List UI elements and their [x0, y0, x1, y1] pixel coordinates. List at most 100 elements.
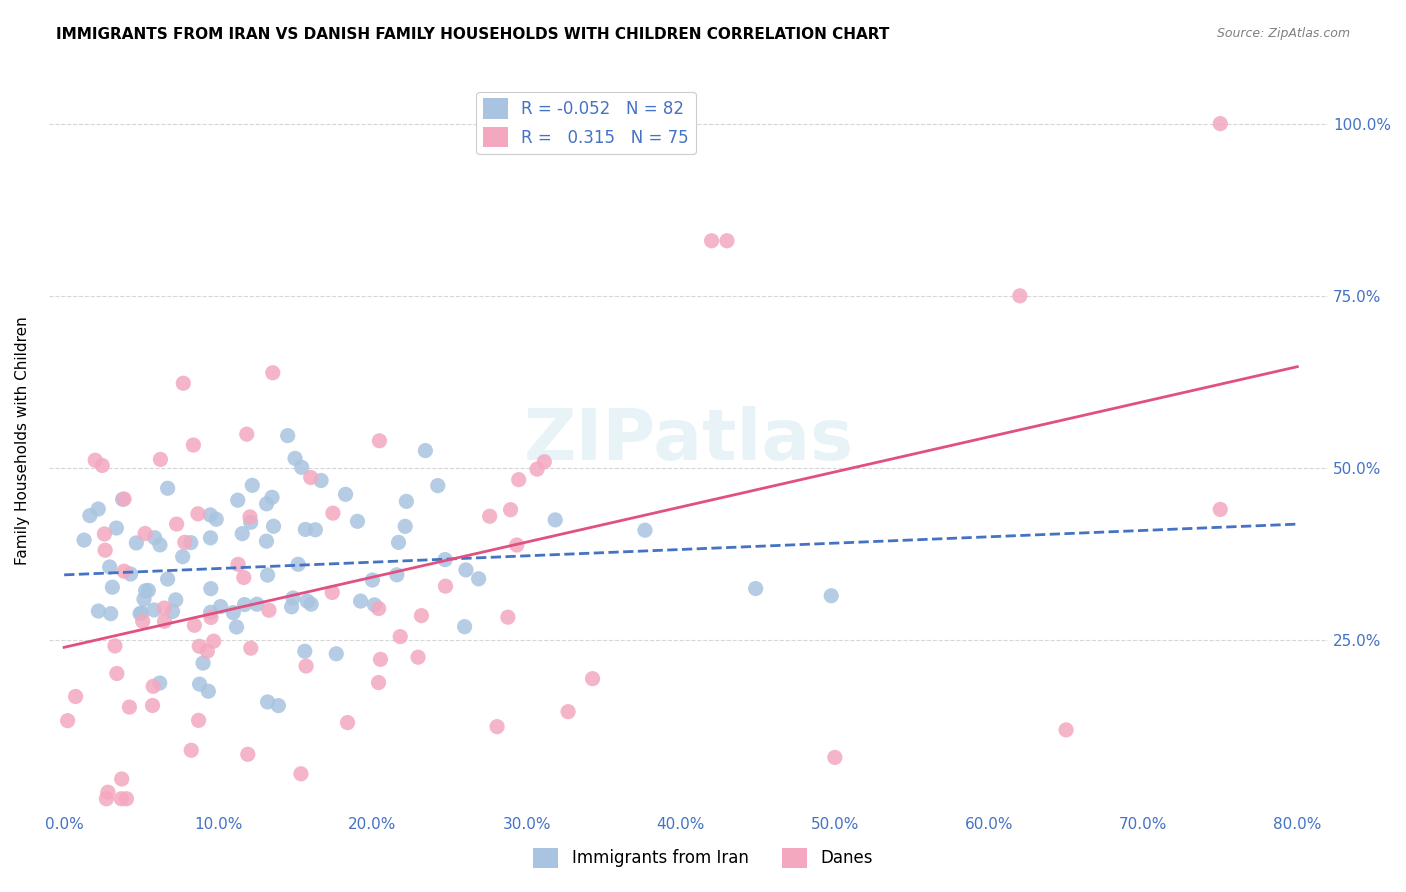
Point: [105, 521, 128, 535]
Point: [56, 714, 79, 728]
Point: [200, 531, 222, 545]
Point: [188, 677, 211, 691]
Point: [131, 606, 153, 620]
Point: [1054, 723, 1077, 737]
Point: [153, 601, 176, 615]
Point: [346, 514, 368, 528]
Point: [104, 639, 127, 653]
Point: [197, 684, 219, 698]
Point: [1209, 502, 1232, 516]
Point: [260, 490, 283, 504]
Point: [149, 538, 172, 552]
Point: [256, 497, 278, 511]
Point: [200, 610, 222, 624]
Point: [120, 567, 142, 582]
Point: [297, 594, 319, 608]
Point: [153, 615, 176, 629]
Point: [87, 604, 110, 618]
Point: [294, 523, 316, 537]
Point: [166, 517, 188, 532]
Point: [453, 620, 475, 634]
Point: [200, 508, 222, 522]
Point: [389, 630, 412, 644]
Point: [112, 564, 135, 578]
Point: [321, 585, 343, 599]
Point: [183, 618, 205, 632]
Point: [156, 481, 179, 495]
Point: [156, 572, 179, 586]
Point: [142, 698, 165, 713]
Point: [434, 579, 457, 593]
Point: [370, 652, 392, 666]
Point: [191, 656, 214, 670]
Point: [236, 747, 259, 762]
Point: [368, 434, 391, 448]
Point: [415, 443, 437, 458]
Point: [387, 535, 409, 549]
Point: [239, 509, 262, 524]
Point: [98, 560, 121, 574]
Point: [394, 519, 416, 533]
Point: [299, 597, 322, 611]
Point: [129, 607, 152, 621]
Point: [426, 478, 449, 492]
Point: [105, 666, 128, 681]
Point: [79, 508, 101, 523]
Point: [134, 526, 156, 541]
Point: [284, 451, 307, 466]
Point: [478, 509, 501, 524]
Point: [195, 644, 218, 658]
Point: [304, 523, 326, 537]
Point: [235, 427, 257, 442]
Point: [581, 672, 603, 686]
Point: [290, 766, 312, 780]
Point: [1209, 117, 1232, 131]
Point: [700, 234, 723, 248]
Point: [325, 647, 347, 661]
Point: [395, 494, 418, 508]
Point: [115, 791, 138, 805]
Point: [100, 607, 122, 621]
Point: [73, 533, 96, 547]
Point: [232, 570, 254, 584]
Point: [820, 589, 842, 603]
Point: [496, 610, 519, 624]
Point: [173, 535, 195, 549]
Point: [94, 543, 117, 558]
Point: [239, 516, 262, 530]
Point: [406, 650, 429, 665]
Point: [506, 538, 529, 552]
Point: [187, 507, 209, 521]
Point: [299, 470, 322, 484]
Point: [200, 582, 222, 596]
Point: [87, 502, 110, 516]
Point: [112, 491, 135, 506]
Point: [142, 679, 165, 693]
Point: [65, 690, 87, 704]
Point: [295, 659, 318, 673]
Point: [385, 567, 408, 582]
Point: [209, 599, 232, 614]
Point: [335, 487, 357, 501]
Point: [135, 583, 157, 598]
Point: [454, 563, 477, 577]
Point: [118, 700, 141, 714]
Text: ZIPatlas: ZIPatlas: [523, 406, 853, 475]
Point: [246, 597, 269, 611]
Point: [149, 676, 172, 690]
Point: [467, 572, 489, 586]
Point: [143, 531, 166, 545]
Point: [226, 493, 249, 508]
Point: [180, 535, 202, 549]
Point: [233, 598, 256, 612]
Point: [367, 675, 389, 690]
Legend: Immigrants from Iran, Danes: Immigrants from Iran, Danes: [527, 841, 879, 875]
Point: [1008, 289, 1031, 303]
Text: Source: ZipAtlas.com: Source: ZipAtlas.com: [1216, 27, 1350, 40]
Point: [411, 608, 433, 623]
Point: [101, 580, 124, 594]
Point: [361, 573, 384, 587]
Point: [434, 552, 457, 566]
Y-axis label: Family Households with Children: Family Households with Children: [15, 316, 30, 565]
Point: [202, 634, 225, 648]
